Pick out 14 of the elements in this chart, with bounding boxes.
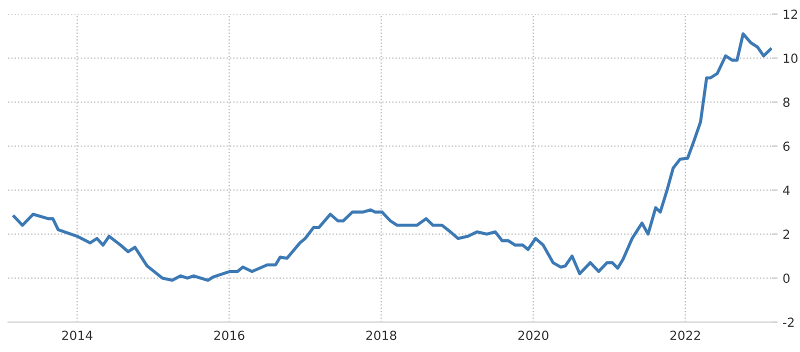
y-tick-label: 10 <box>784 54 798 64</box>
x-tick-label: 2022 <box>670 330 700 340</box>
x-tick-label: 2020 <box>518 330 548 340</box>
y-tick-label: 8 <box>783 98 790 108</box>
y-tick-label: 12 <box>784 10 798 19</box>
y-tick-label: -2 <box>783 318 794 327</box>
y-tick-label: 6 <box>783 142 790 152</box>
x-tick-label: 2018 <box>366 330 396 340</box>
y-tick-label: 4 <box>783 186 790 195</box>
line-series <box>12 32 772 282</box>
y-tick-label: 0 <box>783 274 790 284</box>
x-tick-label: 2014 <box>62 330 92 340</box>
y-tick-label: 2 <box>783 230 790 239</box>
x-tick-label: 2016 <box>214 330 244 340</box>
